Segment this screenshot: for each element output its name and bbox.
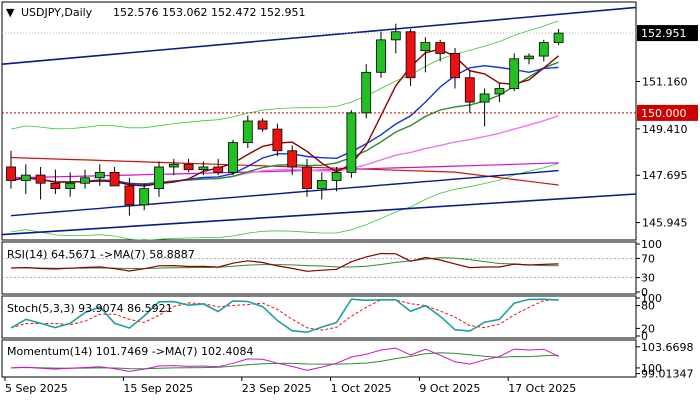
rsi-tick-label: 30	[641, 272, 655, 285]
candle-body	[464, 77, 475, 103]
ma-navy-line	[10, 169, 559, 217]
price-tick-label: 149.410	[642, 123, 688, 136]
candle-body	[331, 171, 342, 181]
candle-body	[420, 42, 431, 52]
rsi-ma-line	[10, 257, 559, 270]
candle-body	[94, 171, 105, 179]
axes-layer: 151.160 149.410 147.695 145.945 152.951 150.0…	[4, 25, 698, 395]
candle-body	[390, 31, 401, 41]
candle-body	[405, 31, 416, 79]
candle-body	[435, 42, 446, 54]
ohlc-header: 152.576 153.062 152.472 152.951	[113, 6, 305, 19]
rsi-line	[10, 252, 559, 272]
candles-layer	[6, 23, 564, 216]
stoch-label: Stoch(5,3,3) 93.9074 86.5921	[7, 302, 173, 315]
x-tick-label: 15 Sep 2025	[123, 382, 193, 395]
ma-red-line	[10, 156, 559, 186]
candle-body	[287, 150, 298, 168]
momentum-tick-label: 100	[641, 362, 662, 375]
ma-darkred-line	[10, 48, 560, 187]
candle-body	[20, 174, 31, 181]
candle-body	[65, 182, 76, 190]
candle-body	[50, 182, 61, 190]
x-tick-label: 23 Sep 2025	[242, 382, 312, 395]
rsi-tick-label: 100	[641, 238, 662, 251]
price-tick-label: 145.945	[642, 217, 688, 230]
candle-body	[302, 166, 312, 190]
x-tick-label: 17 Oct 2025	[508, 382, 576, 395]
candle-body	[316, 180, 327, 190]
stoch-tick-label: 100	[641, 292, 662, 305]
stoch-tick-label: 80	[641, 300, 655, 313]
momentum-tick-label: 103.6698	[641, 341, 694, 354]
candle-body	[183, 163, 194, 171]
rsi-label: RSI(14) 64.5671 ->MA(7) 58.8887	[7, 248, 195, 261]
candle-body	[538, 42, 549, 57]
candle-body	[509, 58, 520, 89]
candle-body	[242, 120, 253, 144]
stoch-k-line	[10, 298, 559, 334]
candle-body	[376, 39, 386, 73]
candle-body	[553, 32, 564, 43]
bollinger-lower-line	[10, 163, 559, 240]
candle-body	[213, 166, 224, 173]
candle-body	[361, 71, 372, 114]
rsi-tick-label: 0	[641, 286, 648, 299]
candle-body	[124, 185, 135, 206]
x-tick-label: 9 Oct 2025	[419, 382, 480, 395]
candle-body	[479, 93, 490, 103]
candle-body	[6, 166, 16, 181]
momentum-panel-frame	[1, 339, 637, 378]
candle-body	[257, 120, 268, 130]
price-tick-label: 151.160	[642, 76, 688, 89]
candle-body	[272, 128, 283, 152]
price-tick-label: 147.695	[642, 169, 688, 182]
x-tick-label: 5 Sep 2025	[5, 382, 68, 395]
momentum-ma-line	[10, 352, 559, 370]
channel-lower-line	[2, 193, 636, 236]
rsi-panel-frame	[1, 241, 637, 295]
candle-body	[139, 188, 150, 206]
stoch-panel-frame	[1, 295, 637, 339]
stoch-tick-label: 20	[641, 322, 655, 335]
momentum-line	[10, 347, 559, 372]
stoch-d-line	[10, 299, 559, 331]
stoch-tick-label: 0	[641, 330, 648, 343]
candle-body	[524, 55, 534, 60]
candle-body	[198, 166, 209, 171]
candle-body	[450, 52, 460, 79]
level-badge	[637, 104, 698, 121]
chart-title: USDJPY,Daily	[21, 6, 93, 19]
candle-body	[35, 174, 46, 184]
level-label: 150.000	[641, 107, 687, 120]
candle-body	[228, 142, 238, 173]
candle-body	[154, 166, 164, 190]
candle-body	[346, 112, 357, 173]
x-tick-label: 1 Oct 2025	[331, 382, 392, 395]
bollinger-upper-line	[10, 20, 559, 130]
candle-body	[168, 163, 179, 168]
momentum-label: Momentum(14) 101.7469 ->MA(7) 102.4084	[7, 345, 254, 358]
rsi-tick-label: 70	[641, 252, 655, 265]
channel-upper-line	[2, 6, 636, 65]
chart-title-arrow-icon: ▼	[6, 6, 15, 19]
candle-body	[80, 177, 90, 184]
main-panel-frame	[1, 1, 637, 241]
last-price-badge	[637, 25, 698, 42]
momentum-tick-label: 99.01347	[641, 368, 694, 381]
last-price-label: 152.951	[641, 27, 687, 40]
candle-body	[109, 171, 120, 187]
candle-body	[494, 88, 505, 95]
indicators-layer	[2, 252, 636, 372]
